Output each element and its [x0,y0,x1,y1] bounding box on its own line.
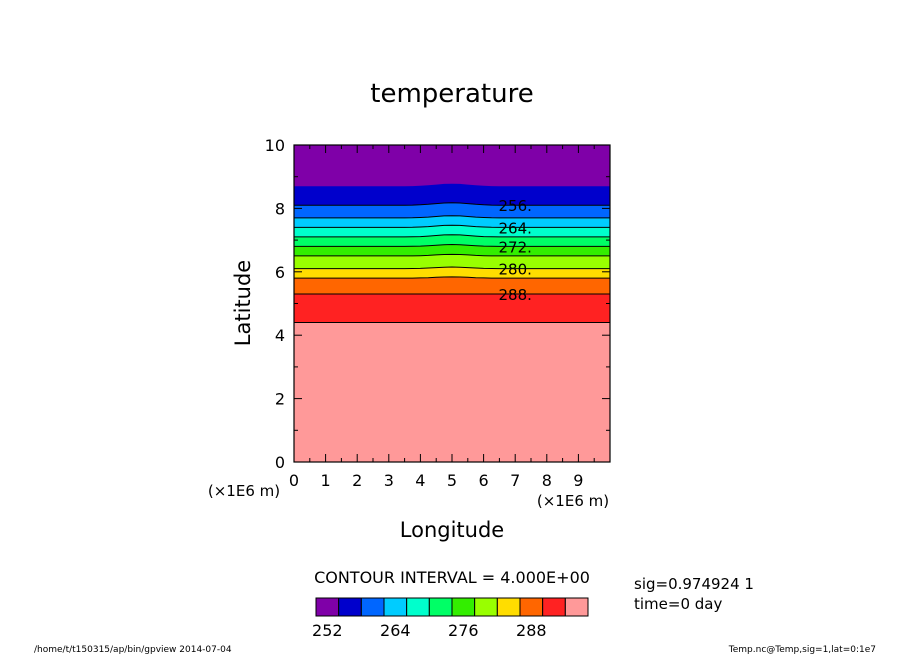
contour-line-1 [294,202,610,206]
colorbar-swatch [406,597,430,617]
contour-line-2 [294,215,610,219]
contour-label: 280. [498,261,531,279]
colorbar-swatch [315,597,340,617]
color-bands [294,145,610,462]
colorbar-swatch [564,597,589,617]
x-tick-labels: 0 1 2 3 4 5 6 7 8 9 [289,471,584,490]
x-tick-label: 0 [289,471,299,490]
colorbar-label: 252 [312,621,343,640]
plot-area: 256. 264.272. 280. 288. 0 1 2 3 4 5 6 7 8 9 0 2 4 6 8 10 [265,136,611,490]
contour-line-4 [294,234,610,238]
contour-line-6 [294,253,610,257]
colorbar-swatch [360,597,385,617]
contour-interval-label: CONTOUR INTERVAL = 4.000E+00 [314,568,590,587]
y-axis-label: Latitude [231,260,255,346]
colorbar-swatch [451,597,476,617]
colorbar-label: 276 [448,621,479,640]
x-tick-label: 9 [573,471,583,490]
sig-info: sig=0.974924 1 [634,575,754,593]
x-tick-label: 3 [384,471,394,490]
contour-line-8 [294,276,610,279]
axis-ticks [293,144,611,463]
y-tick-label: 6 [275,263,285,282]
colorbar-labels: 252 264 276 288 [312,621,547,640]
x-tick-label: 6 [479,471,489,490]
contour-line-7 [294,266,610,270]
contour-line-5 [294,243,610,247]
y-unit-label: (×1E6 m) [208,482,280,500]
contour-label: 288. [498,286,531,304]
colorbar-label: 288 [516,621,547,640]
colorbar-swatch [338,597,362,617]
x-axis-label: Longitude [400,518,504,542]
footer-left: /home/t/t150315/ap/bin/gpview 2014-07-04 [34,645,232,654]
contour-line-3 [294,224,610,228]
colorbar-swatch [474,597,498,617]
time-info: time=0 day [634,595,722,613]
contour-label: 264. [498,219,531,237]
colorbar-swatch [383,597,408,617]
y-tick-label: 0 [275,453,285,472]
x-tick-label: 2 [352,471,362,490]
contour-label: 256. [498,197,531,215]
y-tick-label: 2 [275,390,285,409]
colorbar-swatch [542,597,566,617]
chart-title: temperature [370,79,533,109]
footer-right: Temp.nc@Temp,sig=1,lat=0:1e7 [728,645,876,654]
x-tick-label: 7 [510,471,520,490]
color-band-12 [294,322,610,462]
colorbar-swatch [519,597,544,617]
contour-label: 272. [498,238,531,256]
colorbar-swatch [428,597,453,617]
colorbar-label: 264 [380,621,411,640]
colorbar [315,597,589,617]
x-tick-label: 8 [542,471,552,490]
y-tick-labels: 0 2 4 6 8 10 [265,136,285,472]
x-tick-label: 4 [415,471,425,490]
x-tick-label: 1 [321,471,331,490]
x-unit-label: (×1E6 m) [537,492,609,510]
contour-lines [294,202,610,323]
colorbar-swatch [496,597,521,617]
x-tick-label: 5 [447,471,457,490]
y-tick-label: 8 [275,199,285,218]
contour-labels: 256. 264.272. 280. 288. [498,197,531,304]
y-tick-label: 10 [265,136,285,155]
y-tick-label: 4 [275,326,285,345]
